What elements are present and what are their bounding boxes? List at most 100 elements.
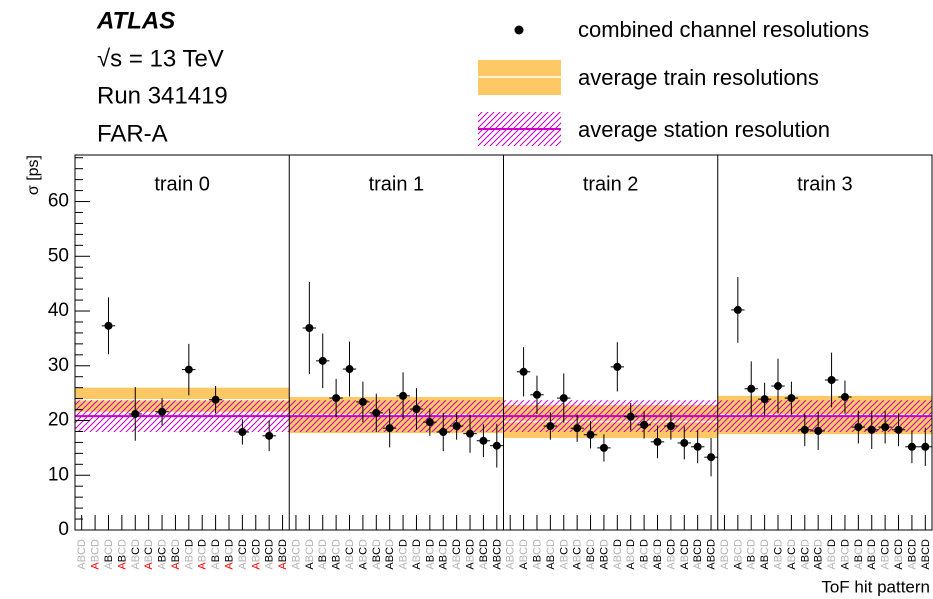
- pattern-letter: C: [692, 547, 704, 555]
- pattern-letter: A: [237, 562, 249, 570]
- data-point: [358, 397, 367, 406]
- pattern-letter: D: [679, 539, 691, 547]
- pattern-letter: C: [732, 547, 744, 555]
- pattern-letter: C: [277, 547, 289, 555]
- data-point: [131, 409, 140, 418]
- data-point: [305, 323, 314, 332]
- station-label: FAR-A: [97, 120, 168, 147]
- pattern-letter: D: [585, 539, 597, 547]
- pattern-letter: B: [531, 555, 543, 562]
- pattern-letter: A: [839, 562, 851, 570]
- pattern-letter: C: [143, 547, 155, 555]
- data-point: [680, 438, 689, 447]
- pattern-letter: A: [371, 562, 383, 570]
- pattern-letter: B: [451, 555, 463, 562]
- pattern-letter: D: [438, 539, 450, 547]
- pattern-letter: D: [572, 539, 584, 547]
- pattern-letter: B: [518, 555, 530, 562]
- pattern-letter: B: [665, 555, 677, 562]
- pattern-letter: B: [799, 555, 811, 562]
- legend-label: average station resolution: [578, 117, 830, 142]
- data-point: [774, 382, 783, 391]
- data-point: [519, 367, 528, 376]
- pattern-letter: D: [772, 539, 784, 547]
- pattern-letter: B: [210, 555, 222, 562]
- pattern-letter: B: [906, 555, 918, 562]
- pattern-letter: D: [116, 539, 128, 547]
- pattern-letter: A: [143, 562, 155, 570]
- train-label: train 0: [154, 173, 210, 195]
- train-label: train 2: [583, 173, 639, 195]
- data-point: [425, 418, 434, 427]
- pattern-letter: B: [893, 555, 905, 562]
- y-tick-label: 0: [58, 519, 69, 540]
- x-axis-label: ToF hit pattern: [821, 577, 930, 596]
- pattern-letter: C: [880, 547, 892, 555]
- legend-label: combined channel resolutions: [578, 17, 869, 42]
- data-point: [854, 423, 863, 432]
- pattern-letter: C: [772, 547, 784, 555]
- pattern-letter: C: [317, 547, 329, 555]
- x-tick-label: ABCD: [625, 539, 637, 570]
- pattern-letter: D: [799, 539, 811, 547]
- pattern-letter: A: [438, 562, 450, 570]
- pattern-letter: A: [304, 562, 316, 570]
- pattern-letter: B: [89, 555, 101, 562]
- pattern-letter: D: [397, 539, 409, 547]
- y-tick-label: 10: [48, 464, 69, 485]
- pattern-letter: D: [384, 539, 396, 547]
- pattern-letter: D: [210, 539, 222, 547]
- pattern-letter: B: [880, 555, 892, 562]
- pattern-letter: B: [411, 555, 423, 562]
- data-point: [479, 436, 488, 445]
- x-tick-label: ABCD: [143, 539, 155, 570]
- data-point: [666, 421, 675, 430]
- pattern-letter: A: [866, 562, 878, 570]
- pattern-letter: D: [558, 539, 570, 547]
- x-tick-label: ABCD: [76, 539, 88, 570]
- pattern-letter: D: [625, 539, 637, 547]
- data-point: [318, 356, 327, 365]
- x-tick-label: ABCD: [384, 539, 396, 570]
- pattern-letter: B: [357, 555, 369, 562]
- x-tick-label: ABCD: [223, 539, 235, 570]
- x-tick-label: ABCD: [746, 539, 758, 570]
- pattern-letter: B: [705, 555, 717, 562]
- data-point: [385, 424, 394, 433]
- pattern-letter: B: [866, 555, 878, 562]
- pattern-letter: A: [89, 562, 101, 570]
- pattern-letter: C: [612, 547, 624, 555]
- x-tick-label: ABCD: [906, 539, 918, 570]
- pattern-letter: A: [572, 562, 584, 570]
- pattern-letter: A: [76, 562, 88, 570]
- data-point: [586, 430, 595, 439]
- data-point: [640, 420, 649, 429]
- data-point: [238, 428, 247, 437]
- pattern-letter: D: [371, 539, 383, 547]
- pattern-letter: D: [866, 539, 878, 547]
- data-point: [372, 408, 381, 417]
- data-point: [104, 321, 113, 330]
- pattern-letter: D: [518, 539, 530, 547]
- pattern-letter: A: [880, 562, 892, 570]
- pattern-letter: C: [531, 547, 543, 555]
- pattern-letter: D: [692, 539, 704, 547]
- pattern-letter: D: [424, 539, 436, 547]
- pattern-letter: A: [772, 562, 784, 570]
- x-tick-label: ABCD: [491, 539, 503, 570]
- pattern-letter: D: [826, 539, 838, 547]
- data-point: [332, 394, 341, 403]
- data-point: [399, 391, 408, 400]
- pattern-letter: C: [116, 547, 128, 555]
- pattern-letter: B: [719, 555, 731, 562]
- pattern-letter: D: [451, 539, 463, 547]
- data-point: [733, 305, 742, 314]
- pattern-letter: A: [156, 562, 168, 570]
- y-tick-label: 40: [48, 300, 69, 321]
- pattern-letter: D: [786, 539, 798, 547]
- x-tick-label: ABCD: [732, 539, 744, 570]
- pattern-letter: A: [639, 562, 651, 570]
- pattern-letter: A: [197, 562, 209, 570]
- data-point: [881, 423, 890, 432]
- pattern-letter: B: [103, 555, 115, 562]
